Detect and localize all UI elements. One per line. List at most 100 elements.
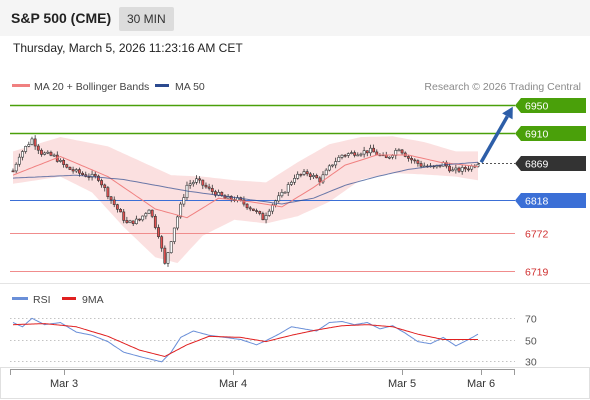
resistance-level-tag bbox=[515, 98, 586, 113]
candle bbox=[248, 205, 252, 212]
legend-swatch-ma50 bbox=[155, 84, 169, 87]
candle bbox=[264, 212, 268, 224]
candle bbox=[353, 150, 357, 158]
candle bbox=[150, 209, 154, 219]
candle bbox=[36, 144, 40, 155]
x-axis-ticks: Mar 3 Mar 4 Mar 5 Mar 6 bbox=[10, 369, 515, 390]
instrument-title: S&P 500 (CME) bbox=[11, 10, 112, 26]
candle bbox=[210, 184, 214, 195]
candle bbox=[293, 174, 296, 185]
candle bbox=[65, 163, 69, 169]
rsi-tick-label: 70 bbox=[525, 314, 537, 326]
candle bbox=[400, 149, 404, 155]
candle bbox=[327, 164, 331, 172]
candle bbox=[43, 151, 47, 156]
candle bbox=[340, 154, 344, 160]
candle bbox=[14, 162, 18, 174]
candle bbox=[131, 220, 135, 227]
rsi-layer: 70 50 30 bbox=[10, 314, 537, 369]
candle bbox=[369, 144, 372, 156]
candle bbox=[119, 208, 122, 213]
candle bbox=[201, 179, 205, 190]
candle bbox=[277, 192, 281, 203]
candle bbox=[138, 218, 141, 222]
levels-layer bbox=[10, 104, 515, 272]
pivot-level-tag bbox=[515, 193, 586, 208]
timeframe-button[interactable]: 30 MIN bbox=[119, 7, 174, 31]
candle bbox=[128, 219, 132, 224]
rsi-line bbox=[12, 317, 479, 363]
candle bbox=[59, 158, 62, 163]
header-bar: S&P 500 (CME) 30 MIN bbox=[0, 0, 590, 36]
candle bbox=[106, 186, 110, 200]
candle bbox=[451, 166, 455, 172]
legend-rsi-ma-label: 9MA bbox=[82, 294, 104, 306]
candle bbox=[388, 156, 391, 160]
candle bbox=[356, 152, 360, 157]
candle bbox=[419, 160, 423, 169]
candle bbox=[144, 212, 148, 220]
candle bbox=[261, 211, 265, 221]
credit-text: Research © 2026 Trading Central bbox=[424, 81, 581, 93]
candle bbox=[33, 135, 37, 150]
support-level-label: 6719 bbox=[525, 267, 549, 279]
candle bbox=[153, 214, 157, 230]
candle bbox=[134, 215, 138, 225]
x-tick-label: Mar 5 bbox=[388, 378, 416, 390]
candle bbox=[68, 166, 72, 171]
candle bbox=[308, 172, 312, 181]
candle bbox=[372, 144, 376, 153]
candle bbox=[40, 148, 43, 157]
candle bbox=[160, 235, 164, 252]
candle bbox=[147, 209, 151, 214]
legend-swatch-rsi bbox=[12, 297, 28, 300]
current-level-tag bbox=[515, 156, 586, 171]
candle bbox=[343, 153, 347, 158]
bollinger-bands-layer bbox=[13, 136, 478, 263]
candle bbox=[289, 180, 293, 187]
candle bbox=[406, 155, 410, 162]
candle bbox=[467, 165, 470, 172]
pivot-level-label: 6818 bbox=[525, 196, 549, 208]
candle bbox=[302, 169, 306, 176]
legend-swatch-bollinger bbox=[12, 84, 30, 87]
x-tick-label: Mar 3 bbox=[50, 378, 78, 390]
candle bbox=[204, 182, 208, 189]
candle bbox=[125, 216, 129, 224]
candle bbox=[122, 209, 126, 224]
candle bbox=[21, 150, 24, 161]
resistance-level-label: 6910 bbox=[525, 129, 549, 141]
candle bbox=[27, 141, 31, 148]
rsi-ma-line bbox=[12, 323, 478, 358]
candle bbox=[457, 166, 461, 174]
candle bbox=[416, 159, 420, 167]
rsi-tick-label: 50 bbox=[525, 336, 537, 348]
legend-ma50-label: MA 50 bbox=[175, 81, 205, 93]
candles-layer bbox=[11, 135, 480, 267]
candle bbox=[280, 189, 284, 198]
x-tick-label: Mar 6 bbox=[467, 378, 495, 390]
candle bbox=[166, 252, 170, 267]
candle bbox=[141, 215, 145, 222]
candle bbox=[62, 158, 66, 168]
candle bbox=[318, 176, 322, 186]
candle bbox=[255, 208, 258, 214]
candle bbox=[195, 175, 198, 185]
candle bbox=[97, 174, 100, 183]
candle bbox=[17, 153, 21, 167]
legend-bollinger-label: MA 20 + Bollinger Bands bbox=[34, 81, 149, 93]
axis-frame bbox=[0, 367, 590, 399]
bollinger-band-area bbox=[13, 136, 478, 263]
timestamp: Thursday, March 5, 2026 11:23:16 AM CET bbox=[13, 41, 243, 55]
candle bbox=[359, 152, 363, 157]
candle bbox=[305, 169, 309, 177]
legend-swatch-rsi-ma bbox=[62, 297, 76, 300]
candle bbox=[52, 153, 56, 157]
candle bbox=[365, 150, 369, 157]
candle bbox=[454, 164, 458, 174]
candle bbox=[198, 176, 202, 184]
candle bbox=[191, 180, 195, 187]
ma50-line bbox=[12, 161, 479, 205]
candle bbox=[74, 168, 78, 173]
